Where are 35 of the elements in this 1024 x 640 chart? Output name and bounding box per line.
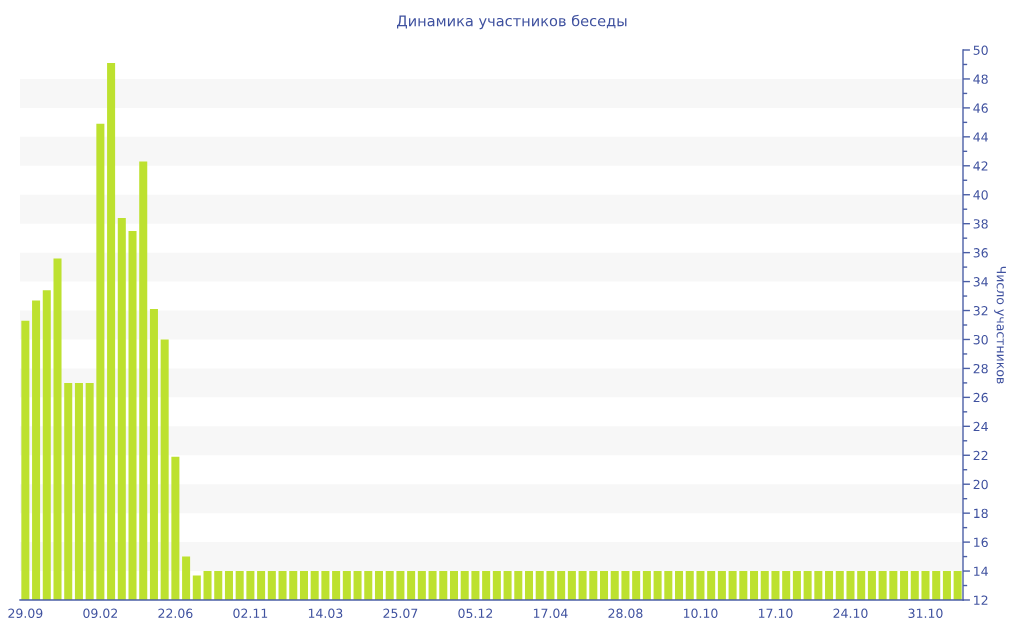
y-tick-label: 22 xyxy=(973,450,988,461)
x-tick-label: 29.09 xyxy=(8,608,43,619)
y-tick-label: 40 xyxy=(973,190,988,200)
x-tick-label: 02.11 xyxy=(233,608,268,619)
x-tick-label: 17.04 xyxy=(533,608,568,619)
y-tick-label: 26 xyxy=(973,392,988,403)
x-tick-label: 10.10 xyxy=(683,608,718,619)
y-tick-label: 28 xyxy=(973,363,988,374)
y-tick-label: 48 xyxy=(973,74,988,84)
x-tick-label: 14.03 xyxy=(308,608,343,619)
y-tick-label: 44 xyxy=(973,132,988,142)
y-tick-label: 14 xyxy=(974,566,988,576)
x-tick-label: 17.10 xyxy=(758,608,793,619)
x-tick-label: 22.06 xyxy=(158,608,193,619)
x-tick-label: 24.10 xyxy=(833,608,868,619)
y-tick-label: 24 xyxy=(973,421,988,432)
y-tick-label: 46 xyxy=(973,103,988,113)
y-tick-label: 18 xyxy=(974,508,988,519)
y-tick-label: 36 xyxy=(973,248,988,258)
y-tick-label: 38 xyxy=(973,219,988,229)
x-tick-label: 31.10 xyxy=(908,608,943,619)
y-tick-label: 50 xyxy=(973,45,988,55)
y-tick-label: 20 xyxy=(973,479,988,490)
x-tick-label: 25.07 xyxy=(383,608,418,619)
x-tick-label: 09.02 xyxy=(83,608,118,619)
y-tick-label: 42 xyxy=(973,161,988,171)
y-tick-label: 32 xyxy=(973,306,988,316)
y-tick-label: 16 xyxy=(974,537,988,548)
x-tick-label: 05.12 xyxy=(458,608,493,619)
y-tick-label: 30 xyxy=(973,334,988,345)
y-axis-title: Число участников xyxy=(994,266,1006,384)
y-tick-label: 34 xyxy=(973,277,988,287)
y-tick-label: 12 xyxy=(974,595,988,605)
x-tick-label: 28.08 xyxy=(608,608,643,619)
chart-title: Динамика участников беседы xyxy=(397,14,627,30)
